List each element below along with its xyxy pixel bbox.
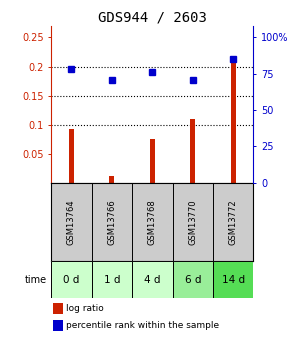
- Text: 1 d: 1 d: [104, 275, 120, 285]
- Text: GSM13766: GSM13766: [108, 199, 116, 245]
- Bar: [53, 303, 63, 314]
- Text: 14 d: 14 d: [222, 275, 245, 285]
- Text: GSM13770: GSM13770: [188, 199, 197, 245]
- FancyBboxPatch shape: [132, 261, 173, 298]
- Text: GSM13768: GSM13768: [148, 199, 157, 245]
- Bar: [190, 119, 195, 183]
- Text: 6 d: 6 d: [185, 275, 201, 285]
- Text: GSM13772: GSM13772: [229, 199, 238, 245]
- Bar: [231, 59, 236, 183]
- Title: GDS944 / 2603: GDS944 / 2603: [98, 11, 207, 25]
- Text: 0 d: 0 d: [63, 275, 80, 285]
- FancyBboxPatch shape: [92, 261, 132, 298]
- FancyBboxPatch shape: [173, 261, 213, 298]
- Text: GSM13764: GSM13764: [67, 199, 76, 245]
- Text: percentile rank within the sample: percentile rank within the sample: [67, 321, 219, 330]
- Text: log ratio: log ratio: [67, 304, 104, 313]
- Bar: [150, 139, 155, 183]
- Text: time: time: [24, 275, 46, 285]
- Bar: [53, 320, 63, 331]
- Bar: [110, 176, 114, 183]
- Text: 4 d: 4 d: [144, 275, 161, 285]
- FancyBboxPatch shape: [213, 261, 253, 298]
- FancyBboxPatch shape: [51, 261, 92, 298]
- Bar: [69, 129, 74, 183]
